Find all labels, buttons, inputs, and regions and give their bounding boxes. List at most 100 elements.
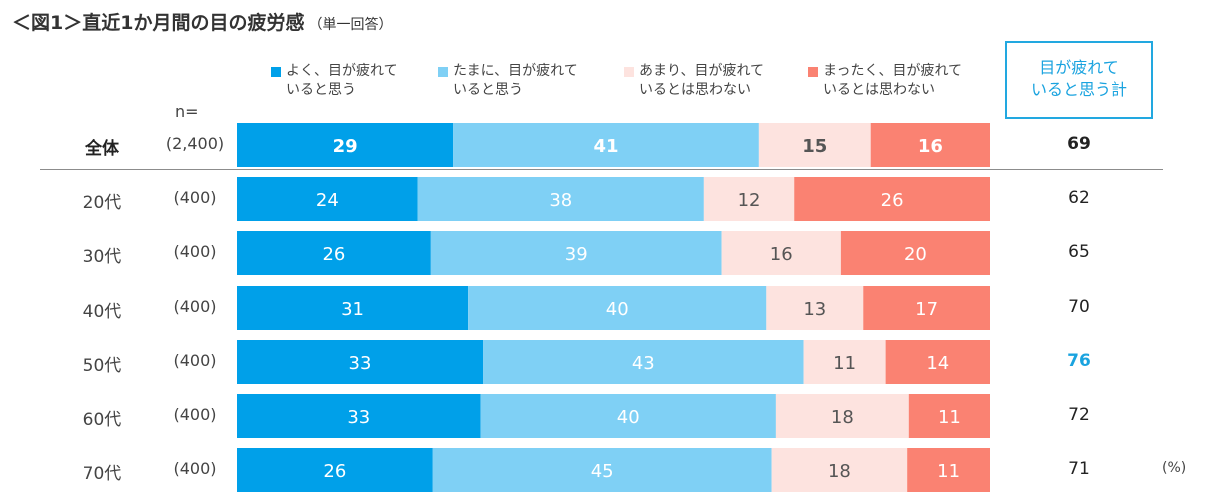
chart-title: ＜図1＞直近1か月間の目の疲労感 （単一回答）	[12, 8, 392, 35]
bar-segment-s3-row-6	[771, 448, 908, 492]
divider-line	[40, 169, 1163, 170]
row-label: 70代	[82, 464, 122, 484]
row-label: 全体	[85, 139, 119, 159]
row-n-value: (400)	[173, 188, 217, 207]
bar-value-label: 16	[918, 136, 943, 157]
bar-segment-s3-row-3	[766, 286, 864, 330]
bar-value-label: 11	[938, 407, 961, 428]
bar-value-label: 16	[770, 244, 793, 265]
legend-label-line1: あまり、目が疲れて	[639, 63, 765, 79]
row-total-value: 72	[1068, 405, 1090, 425]
bar-segment-s2-row-4	[483, 340, 804, 384]
legend-label-line1: よく、目が疲れて	[286, 63, 398, 79]
bar-value-label: 39	[565, 244, 588, 265]
row-n-value: (400)	[173, 351, 217, 370]
legend-label: まったく、目が疲れて いるとは思わない	[823, 62, 962, 100]
bar-value-label: 12	[738, 190, 761, 211]
bar-segment-s1-row-5	[237, 394, 481, 438]
bar-value-label: 40	[606, 299, 629, 320]
bar-segment-s1-row-3	[237, 286, 469, 330]
bar-segment-s4-row-2	[840, 231, 990, 275]
legend-swatch	[271, 67, 281, 77]
legend-label: よく、目が疲れて いると思う	[286, 62, 398, 100]
row-total-value: 69	[1067, 134, 1091, 154]
bar-segment-s4-row-5	[908, 394, 990, 438]
bar-segment-s1-row-2	[237, 231, 431, 275]
bar-segment-s4-row-0	[870, 123, 990, 167]
bar-segment-s1-row-4	[237, 340, 484, 384]
row-total-value: 71	[1068, 459, 1090, 479]
total-header-line2: いると思う計	[1030, 80, 1127, 99]
row-label: 20代	[82, 193, 122, 213]
row-n-value: (400)	[173, 242, 217, 261]
row-label: 50代	[82, 356, 122, 376]
bar-value-label: 11	[937, 461, 960, 482]
unit-label: (%)	[1162, 460, 1187, 476]
legend-swatch	[438, 67, 448, 77]
row-total-value: 76	[1067, 351, 1091, 371]
bar-value-label: 13	[803, 299, 826, 320]
bar-value-label: 18	[828, 461, 851, 482]
bar-segment-s2-row-6	[432, 448, 772, 492]
bar-segment-s2-row-1	[417, 177, 704, 221]
chart-title-main: ＜図1＞直近1か月間の目の疲労感	[12, 12, 305, 34]
bar-value-label: 43	[632, 353, 655, 374]
bar-segment-s2-row-3	[468, 286, 767, 330]
bar-value-label: 40	[617, 407, 640, 428]
bar-segment-s1-row-0	[237, 123, 454, 167]
bar-value-label: 18	[831, 407, 854, 428]
row-n-value: (400)	[173, 297, 217, 316]
bar-value-label: 33	[349, 353, 372, 374]
row-total-value: 62	[1068, 188, 1090, 208]
row-total-value: 70	[1068, 297, 1090, 317]
bar-value-label: 17	[915, 299, 938, 320]
bar-segment-s3-row-5	[775, 394, 909, 438]
bar-value-label: 14	[926, 353, 949, 374]
bar-segment-s3-row-4	[803, 340, 886, 384]
bar-value-label: 33	[347, 407, 370, 428]
bar-value-label: 45	[591, 461, 614, 482]
legend-label: たまに、目が疲れて いると思う	[453, 62, 578, 100]
total-header-line1: 目が疲れて	[1039, 58, 1119, 77]
bar-value-label: 31	[341, 299, 364, 320]
bar-value-label: 24	[316, 190, 339, 211]
bar-segment-s3-row-1	[703, 177, 795, 221]
bar-value-label: 15	[802, 136, 827, 157]
bar-segment-s2-row-0	[453, 123, 759, 167]
legend-swatch	[624, 67, 634, 77]
bar-value-label: 26	[322, 244, 345, 265]
bar-segment-s4-row-4	[885, 340, 990, 384]
bar-value-label: 26	[323, 461, 346, 482]
bar-value-label: 20	[904, 244, 927, 265]
bar-segment-s1-row-1	[237, 177, 418, 221]
bar-value-label: 38	[549, 190, 572, 211]
bar-value-label: 26	[881, 190, 904, 211]
legend-swatch	[808, 67, 818, 77]
legend-label-line2: いると思う	[286, 82, 356, 98]
row-n-value: (400)	[173, 405, 217, 424]
row-label: 60代	[82, 410, 122, 430]
bar-segment-s2-row-5	[480, 394, 776, 438]
bar-value-label: 11	[833, 353, 856, 374]
bar-segment-s4-row-3	[863, 286, 990, 330]
bar-segment-s2-row-2	[430, 231, 722, 275]
legend-label-line2: いるとは思わない	[823, 82, 935, 98]
row-label: 40代	[82, 302, 122, 322]
row-label: 30代	[82, 247, 122, 267]
bar-value-label: 29	[333, 136, 358, 157]
bar-segment-s4-row-6	[907, 448, 990, 492]
bar-segment-s1-row-6	[237, 448, 433, 492]
bar-segment-s3-row-0	[758, 123, 871, 167]
bar-value-label: 41	[594, 136, 619, 157]
bar-segment-s3-row-2	[721, 231, 841, 275]
bar-segment-s4-row-1	[794, 177, 990, 221]
total-column-header: 目が疲れて いると思う計	[1005, 41, 1153, 119]
legend-label-line1: まったく、目が疲れて	[823, 63, 963, 79]
n-column-header: n=	[175, 102, 199, 121]
legend-label: あまり、目が疲れて いるとは思わない	[639, 62, 764, 100]
chart-title-sub: （単一回答）	[308, 17, 393, 33]
row-n-value: (400)	[173, 459, 217, 478]
row-n-value: (2,400)	[165, 134, 225, 153]
legend-label-line1: たまに、目が疲れて	[453, 63, 578, 79]
